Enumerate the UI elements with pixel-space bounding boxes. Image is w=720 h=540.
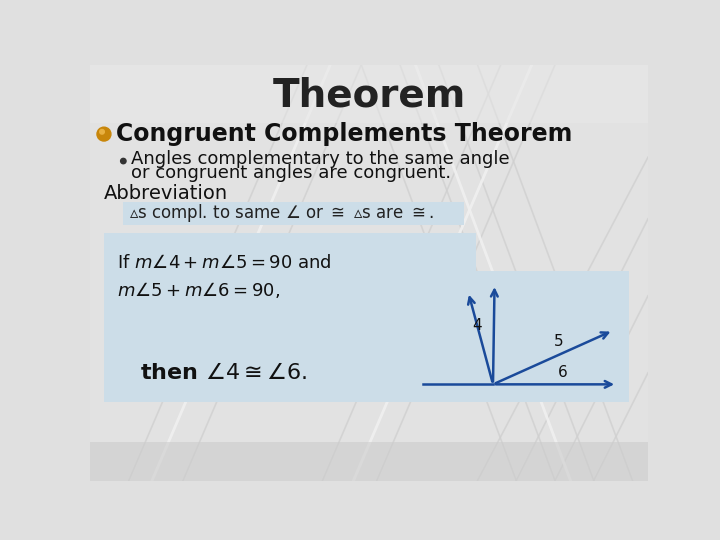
Circle shape [99,130,104,134]
Text: Abbreviation: Abbreviation [104,184,228,203]
Text: 4: 4 [473,318,482,333]
Circle shape [97,127,111,141]
Text: 6: 6 [558,365,567,380]
Text: Angles complementary to the same angle: Angles complementary to the same angle [131,150,510,168]
Text: If $m\angle 4 + m\angle 5 = 90$ and: If $m\angle 4 + m\angle 5 = 90$ and [117,254,332,273]
Bar [90,442,648,481]
Text: $m\angle 5 + m\angle 6 = 90,$: $m\angle 5 + m\angle 6 = 90,$ [117,280,281,300]
Text: then $\angle 4 \cong \angle 6.$: then $\angle 4 \cong \angle 6.$ [140,362,307,383]
Text: Congruent Complements Theorem: Congruent Complements Theorem [116,122,572,146]
Bar [123,202,464,225]
Text: or congruent angles are congruent.: or congruent angles are congruent. [131,164,451,181]
Text: Theorem: Theorem [272,77,466,114]
Text: $\vartriangle$s compl. to same $\angle$ or $\cong$ $\vartriangle$s are $\cong$.: $\vartriangle$s compl. to same $\angle$ … [129,202,433,225]
Text: 5: 5 [554,334,564,349]
Bar [423,271,629,402]
Bar [104,233,476,402]
Circle shape [121,158,126,164]
Bar [90,65,648,123]
